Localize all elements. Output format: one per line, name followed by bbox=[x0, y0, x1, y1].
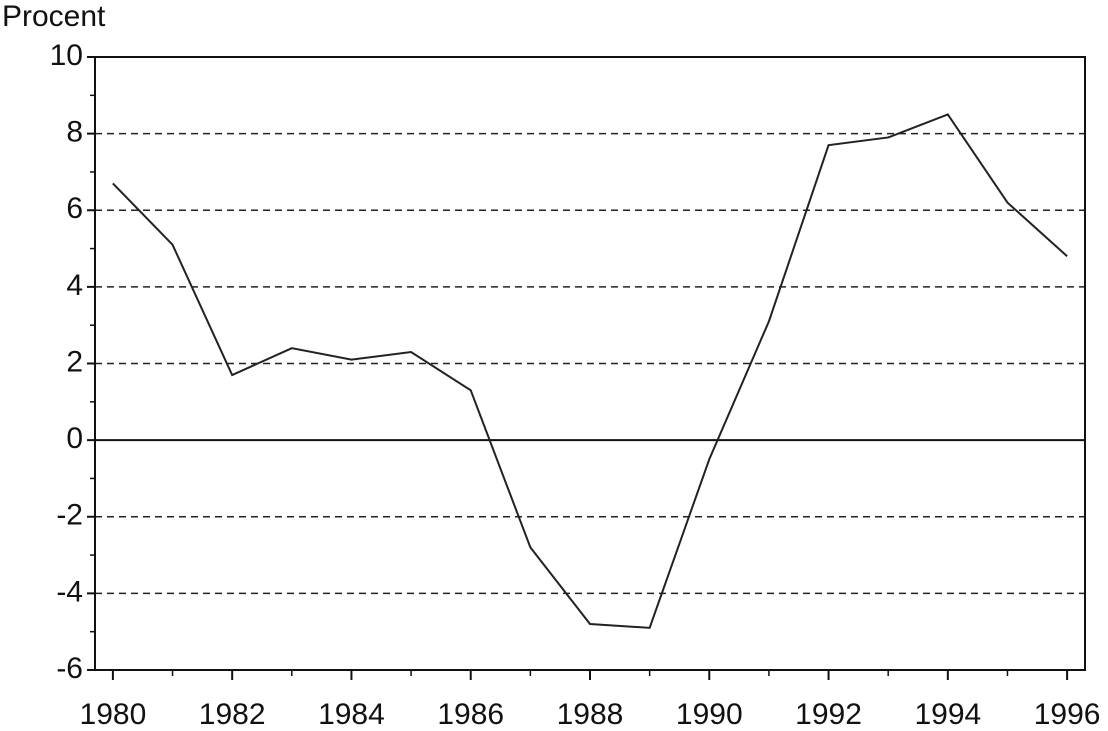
x-tick-label: 1994 bbox=[914, 698, 981, 731]
y-tick-label: 8 bbox=[66, 116, 83, 149]
y-tick-label: 6 bbox=[66, 192, 83, 225]
x-tick-label: 1996 bbox=[1034, 698, 1101, 731]
y-tick-label: -4 bbox=[56, 575, 83, 608]
y-tick-label: -6 bbox=[56, 652, 83, 685]
x-tick-label: 1984 bbox=[318, 698, 385, 731]
y-axis-label: Procent bbox=[2, 0, 106, 33]
x-tick-label: 1980 bbox=[80, 698, 147, 731]
data-line bbox=[112, 113, 1068, 629]
x-tick-label: 1992 bbox=[795, 698, 862, 731]
x-tick-label: 1982 bbox=[199, 698, 266, 731]
y-tick-label: 0 bbox=[66, 422, 83, 455]
y-tick-label: 4 bbox=[66, 269, 83, 302]
y-tick-label: -2 bbox=[56, 499, 83, 532]
x-tick-label: 1986 bbox=[437, 698, 504, 731]
y-tick-label: 2 bbox=[66, 345, 83, 378]
x-tick-label: 1990 bbox=[676, 698, 743, 731]
plot-frame bbox=[94, 56, 1086, 671]
x-tick-label: 1988 bbox=[557, 698, 624, 731]
y-tick-label: 10 bbox=[50, 39, 83, 72]
